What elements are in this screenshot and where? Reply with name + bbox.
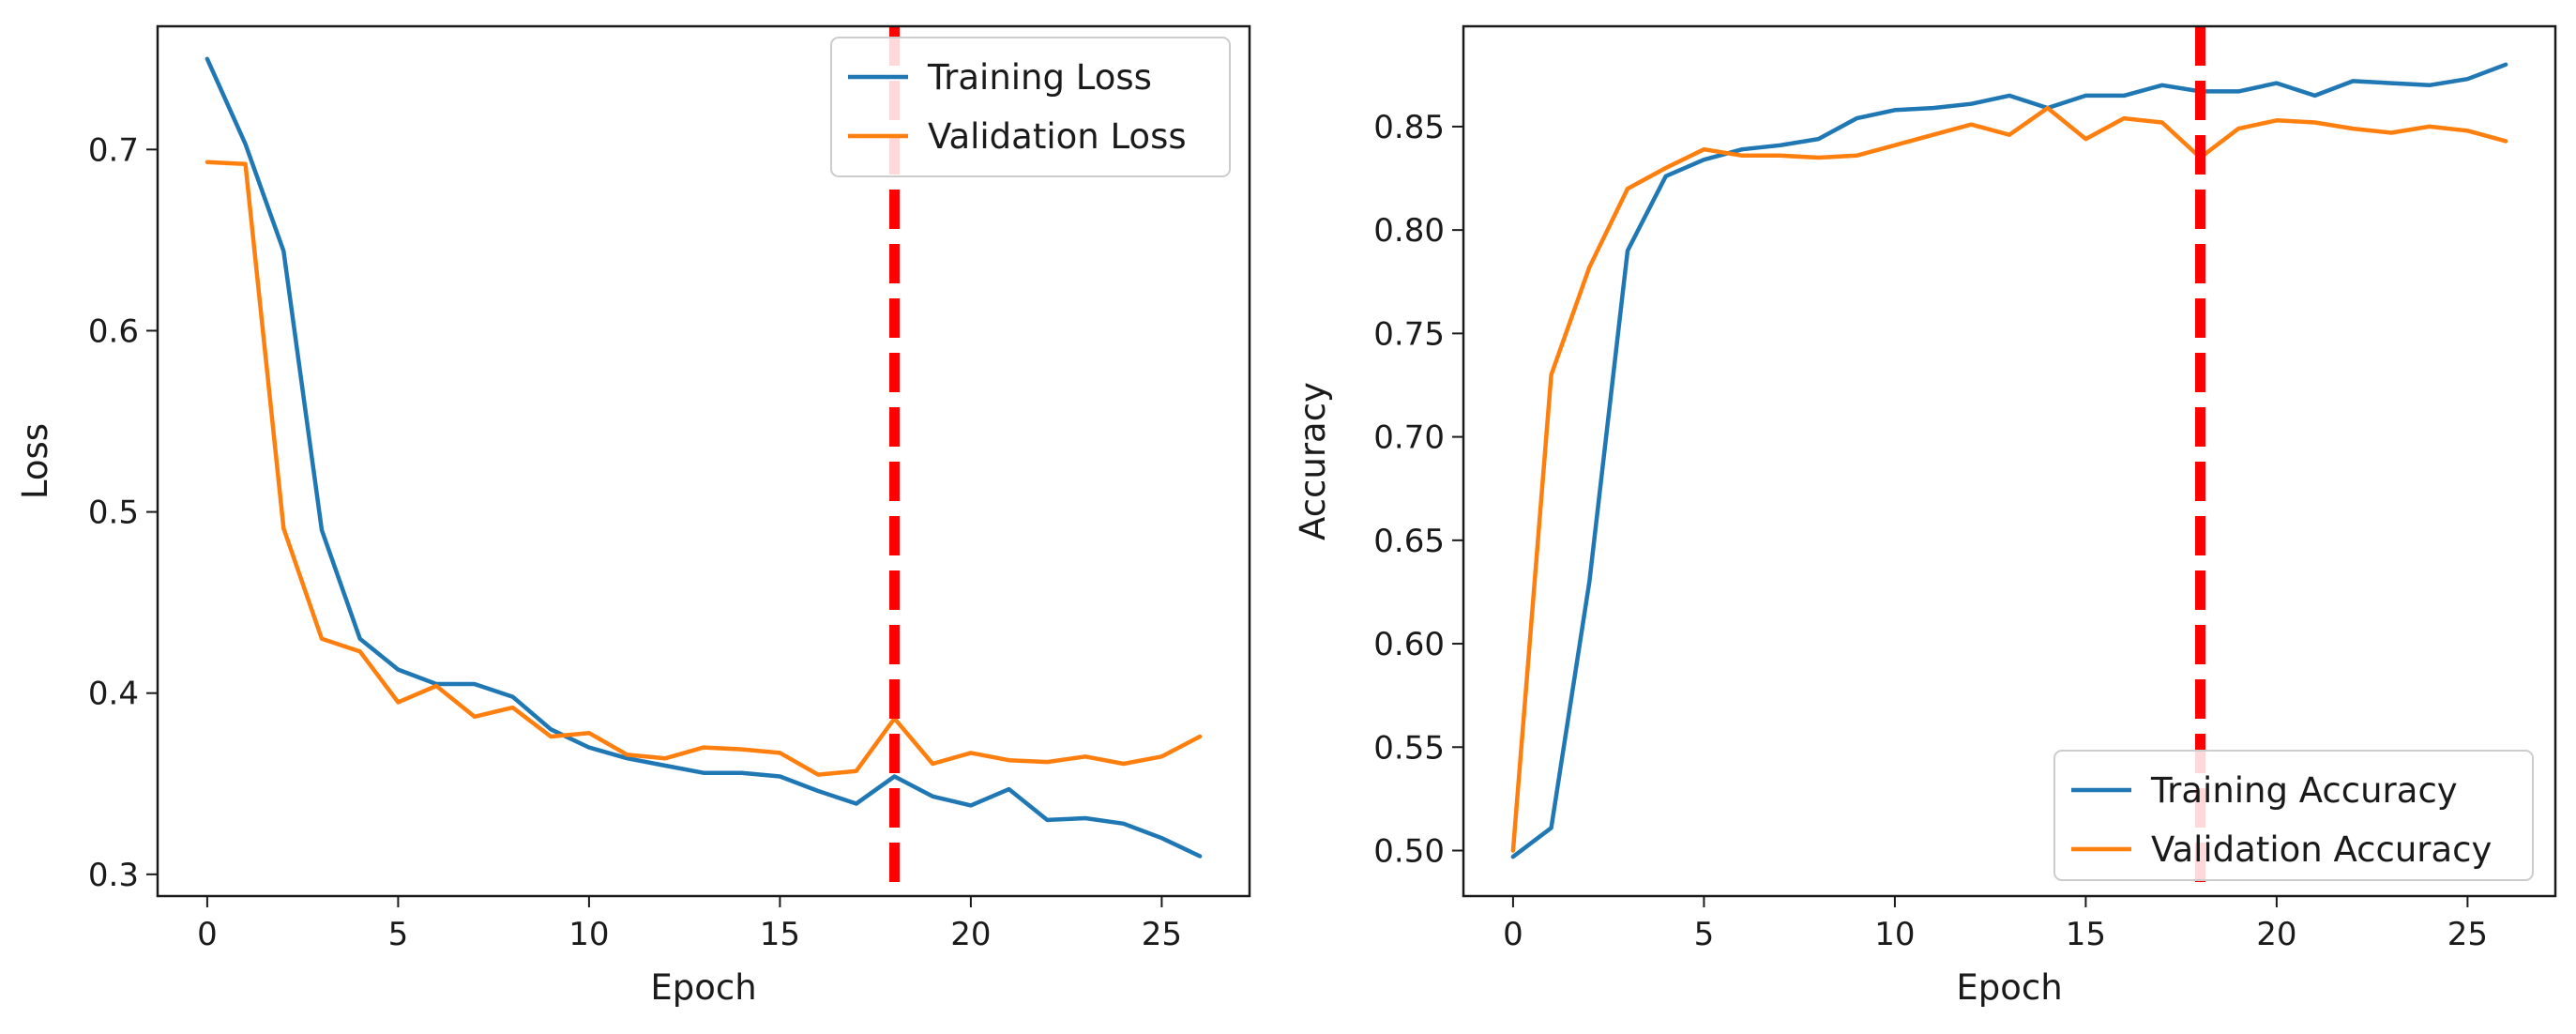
y-tick-label: 0.50 (1373, 833, 1445, 871)
y-tick-label: 0.75 (1373, 315, 1445, 353)
plot-frame (156, 24, 1251, 898)
y-tick-label: 0.70 (1373, 419, 1445, 457)
x-tick-label: 5 (388, 916, 409, 953)
y-axis-label: Loss (15, 423, 55, 499)
chart-panel-2: 0 5 10 15 20 25 0.50 0.55 0.60 0.65 0.70 0.75 0.80 0.… (1293, 24, 2557, 1008)
legend-box (830, 37, 1231, 177)
x-tick-label: 10 (568, 916, 609, 953)
x-tick-label: 0 (1503, 916, 1523, 953)
x-axis-label: Epoch (650, 967, 756, 1008)
legend-entry: Training Accuracy (2150, 770, 2458, 811)
legend-entry: Validation Loss (928, 116, 1187, 157)
y-tick-label: 0.80 (1373, 212, 1445, 250)
chart-panel-1: 0 5 10 15 20 25 0.3 0.4 0.5 0.6 0.7 Epoch Loss Traini… (15, 24, 1251, 1008)
legend-entry: Validation Accuracy (2151, 829, 2492, 870)
series-line-validation-loss (205, 160, 1203, 777)
y-tick-label: 0.7 (88, 131, 139, 169)
x-tick-label: 25 (1142, 916, 1182, 953)
plot-frame (1462, 24, 2557, 898)
x-tick-label: 10 (1874, 916, 1915, 953)
series-line-training-accuracy (1510, 62, 2508, 859)
y-tick-label: 0.4 (88, 676, 139, 713)
series-line-validation-accuracy (1510, 105, 2508, 853)
x-tick-label: 20 (950, 916, 991, 953)
x-tick-label: 20 (2256, 916, 2296, 953)
y-tick-label: 0.3 (88, 857, 139, 894)
x-tick-label: 25 (2447, 916, 2488, 953)
x-tick-label: 5 (1694, 916, 1715, 953)
y-axis-label: Accuracy (1293, 382, 1333, 540)
y-tick-label: 0.55 (1373, 729, 1445, 767)
legend-box (2053, 750, 2534, 881)
y-tick-label: 0.85 (1373, 109, 1445, 146)
y-tick-label: 0.65 (1373, 523, 1445, 560)
y-tick-label: 0.60 (1373, 626, 1445, 663)
legend: Training Accuracy Validation Accuracy (2053, 750, 2534, 881)
legend-entry: Training Loss (927, 57, 1152, 98)
series-line-training-loss (205, 56, 1203, 859)
x-tick-label: 0 (197, 916, 218, 953)
y-tick-label: 0.5 (88, 494, 139, 532)
x-tick-label: 15 (760, 916, 800, 953)
legend: Training Loss Validation Loss (830, 37, 1231, 177)
x-tick-label: 15 (2066, 916, 2106, 953)
x-axis-label: Epoch (1956, 967, 2062, 1008)
y-tick-label: 0.6 (88, 312, 139, 350)
